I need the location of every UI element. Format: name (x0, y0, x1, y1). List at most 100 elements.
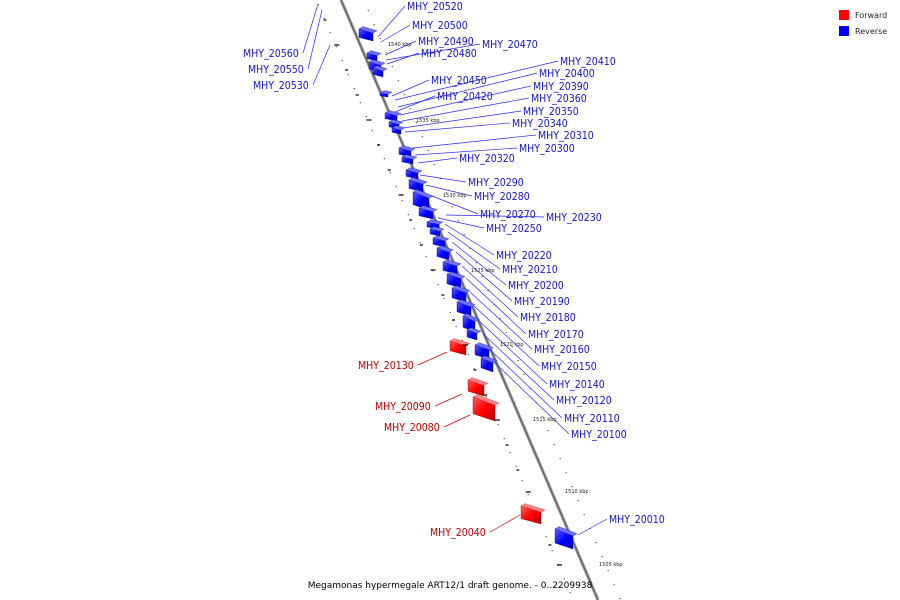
callout-line (377, 5, 406, 38)
callout-line (493, 361, 570, 435)
callout-line (577, 518, 608, 536)
gene-label: MHY_20180 (520, 312, 576, 324)
gene-label: MHY_20210 (502, 264, 558, 276)
gene-label: MHY_20480 (421, 48, 477, 60)
callout-line (431, 195, 479, 215)
gene-glyph-top (372, 65, 388, 72)
gene-label: MHY_20400 (539, 68, 595, 80)
gene-label: MHY_20490 (418, 36, 474, 48)
scale-ticks: 1540 kbp 1535 kbp 1530 kbp 1525 kbp 1520 kbp… (323, 19, 623, 568)
gene-glyph-top (520, 503, 546, 513)
gene-glyph-top (480, 355, 498, 364)
gene-label: MHY_20530 (253, 80, 309, 92)
gene-label: MHY_20150 (541, 361, 597, 373)
gene-label: MHY_20300 (519, 143, 575, 155)
legend-forward-label: Forward (855, 11, 887, 20)
gene-label: MHY_20220 (496, 250, 552, 262)
gene-label: MHY_20500 (412, 20, 468, 32)
callout-line (445, 214, 545, 218)
gene-glyph-top (391, 125, 406, 131)
gene-glyph-top (432, 235, 450, 242)
gene-glyph-top (408, 177, 428, 185)
callout-line (425, 184, 473, 197)
gene-label: MHY_20340 (512, 118, 568, 130)
gene-label: MHY_20560 (243, 48, 299, 60)
callout-line (477, 319, 548, 385)
callout-line (447, 231, 501, 270)
callout-line (473, 305, 540, 367)
callout-line (444, 223, 495, 256)
gene-glyph-top (366, 50, 382, 56)
gene-glyph-top (554, 526, 578, 537)
gene-label: MHY_20410 (560, 56, 616, 68)
callout-line (465, 277, 527, 335)
scale-tick-label: 1530 kbp (443, 193, 467, 199)
gene-label: MHY_20280 (474, 191, 530, 203)
callout-line (419, 174, 467, 183)
gene-glyph-top (436, 245, 454, 253)
legend: Forward Reverse (839, 10, 887, 36)
gene-label: MHY_20090 (375, 401, 431, 413)
gene-label: MHY_20270 (480, 209, 536, 221)
gene-label: MHY_20360 (531, 93, 587, 105)
gene-label: MHY_20450 (431, 75, 487, 87)
gene-glyph-top (466, 327, 482, 334)
gene-label: MHY_20320 (459, 153, 515, 165)
callout-line (402, 110, 522, 129)
scale-tick-label: 1510 kbp (565, 489, 589, 495)
scale-tick-label: 1540 kbp (388, 42, 412, 48)
legend-reverse-swatch (839, 26, 849, 36)
gene-glyph-top (426, 219, 444, 225)
callout-line (399, 85, 532, 116)
callout-line (482, 333, 555, 401)
gene-label: MHY_20040 (430, 527, 486, 539)
callout-line (394, 60, 559, 101)
gene-glyph-top (388, 119, 404, 125)
gene-label: MHY_20520 (407, 1, 463, 13)
gene-glyph-top (412, 189, 434, 199)
callout-line (307, 9, 323, 70)
callout-line (312, 44, 331, 86)
gene-glyph-top (368, 59, 386, 66)
gene-label: MHY_20230 (546, 212, 602, 224)
gene-label: MHY_20160 (534, 344, 590, 356)
gene-glyph-top (418, 205, 438, 213)
gene-glyph-top (449, 338, 471, 347)
gene-label: MHY_20200 (508, 280, 564, 292)
callout-line (384, 40, 417, 56)
gene-label: MHY_20170 (528, 329, 584, 341)
gene-features (358, 26, 578, 550)
scale-tick-label: 1515 kbp (533, 417, 557, 423)
gene-glyph-top (429, 226, 445, 232)
gene-label: MHY_20100 (571, 429, 627, 441)
callout-line (404, 122, 511, 133)
gene-label: MHY_20420 (437, 91, 493, 103)
scale-tick-label: 1505 kbp (599, 562, 623, 568)
gene-glyph-top (358, 26, 378, 34)
callout-line (401, 97, 530, 122)
gene-label: MHY_20470 (482, 39, 538, 51)
callout-lines (302, 3, 608, 536)
callout-line (487, 347, 563, 419)
callout-line (434, 393, 463, 407)
gene-glyph-top (405, 167, 423, 174)
genome-backbone (339, 0, 600, 600)
scale-tick-label: 1520 kbp (500, 342, 524, 348)
gene-label: MHY_20250 (486, 223, 542, 235)
callout-line (386, 52, 420, 65)
gene-glyph-top (384, 110, 402, 116)
gene-glyph-top (446, 271, 466, 280)
gene-glyph-top (456, 299, 476, 308)
map-caption: Megamonas hypermegale ART12/1 draft geno… (308, 581, 593, 591)
gene-label: MHY_20550 (248, 64, 304, 76)
gene-label: MHY_20010 (609, 514, 665, 526)
callout-line (412, 134, 537, 149)
callout-line (414, 147, 518, 156)
callout-line (394, 95, 436, 113)
gene-glyph-top (467, 377, 489, 386)
gene-label: MHY_20310 (538, 130, 594, 142)
callout-line (380, 24, 411, 43)
gene-label: MHY_20080 (384, 422, 440, 434)
